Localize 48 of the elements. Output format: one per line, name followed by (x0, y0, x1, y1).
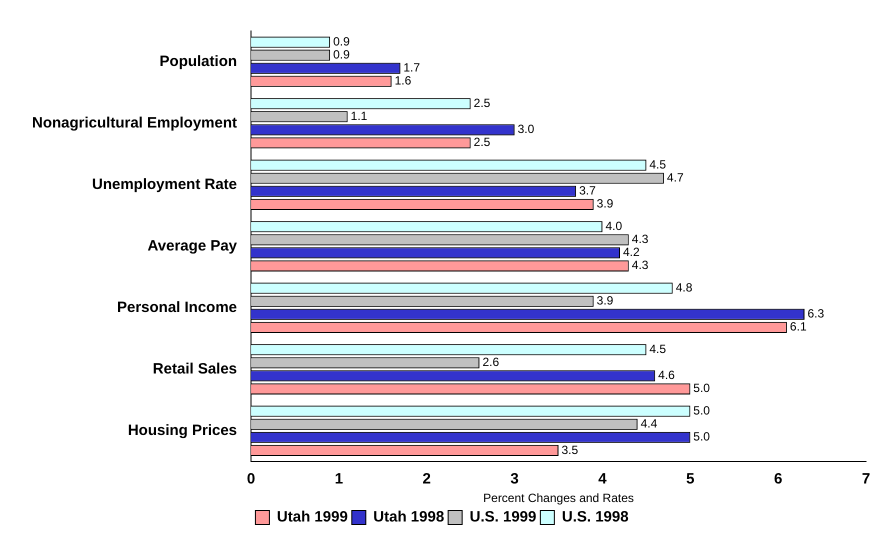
data-label: 4.4 (640, 416, 658, 431)
x-tick-label: 7 (862, 470, 870, 488)
data-label: 3.0 (518, 122, 535, 136)
data-label: 0.9 (333, 34, 350, 48)
data-label: 4.7 (666, 170, 684, 185)
x-tick-label: 0 (246, 470, 256, 488)
x-axis-title: Percent Changes and Rates (483, 491, 634, 506)
data-label: 4.5 (649, 157, 666, 172)
data-label: 2.6 (482, 355, 500, 370)
data-label: 4.6 (658, 368, 676, 382)
y-tick-label: Personal Income (116, 298, 238, 316)
legend-label: Utah 1999 (276, 508, 348, 526)
data-label: 3.7 (579, 184, 596, 198)
data-label: 5.0 (693, 430, 710, 444)
y-tick-label: Housing Prices (128, 422, 238, 439)
y-tick-label: Population (160, 52, 238, 70)
legend-label: U.S. 1998 (562, 508, 629, 526)
x-tick-label: 6 (774, 470, 782, 488)
legend-label: U.S. 1999 (470, 508, 536, 526)
data-label: 1.1 (350, 109, 368, 124)
data-label: 4.5 (649, 342, 666, 356)
data-label: 2.5 (474, 96, 491, 110)
x-tick-label: 1 (334, 470, 344, 488)
data-label: 3.5 (562, 442, 579, 457)
y-tick-label: Average Pay (148, 237, 238, 254)
data-label: 0.9 (333, 48, 350, 62)
data-label: 1.6 (394, 74, 412, 88)
x-tick-label: 3 (510, 470, 519, 488)
data-label: 6.1 (790, 320, 807, 334)
data-label: 2.5 (474, 135, 491, 150)
data-label: 3.9 (596, 196, 614, 211)
data-label: 6.3 (808, 306, 825, 321)
y-tick-label: Retail Sales (152, 360, 238, 378)
data-label: 1.7 (403, 60, 420, 75)
data-label: 3.9 (596, 294, 614, 308)
x-tick-label: 4 (598, 470, 608, 488)
data-label: 4.3 (632, 258, 649, 272)
x-tick-label: 5 (686, 470, 694, 488)
data-label: 5.0 (693, 381, 710, 396)
data-label: 5.0 (693, 404, 710, 418)
data-label: 4.0 (605, 219, 622, 234)
x-tick-label: 2 (422, 470, 431, 488)
data-label: 4.8 (676, 280, 693, 295)
data-label: 4.3 (632, 232, 649, 246)
y-tick-label: Unemployment Rate (92, 176, 238, 193)
data-label: 4.2 (623, 245, 640, 260)
y-tick-label: Nonagricultural Employment (32, 114, 238, 132)
legend-label: Utah 1998 (373, 508, 444, 526)
